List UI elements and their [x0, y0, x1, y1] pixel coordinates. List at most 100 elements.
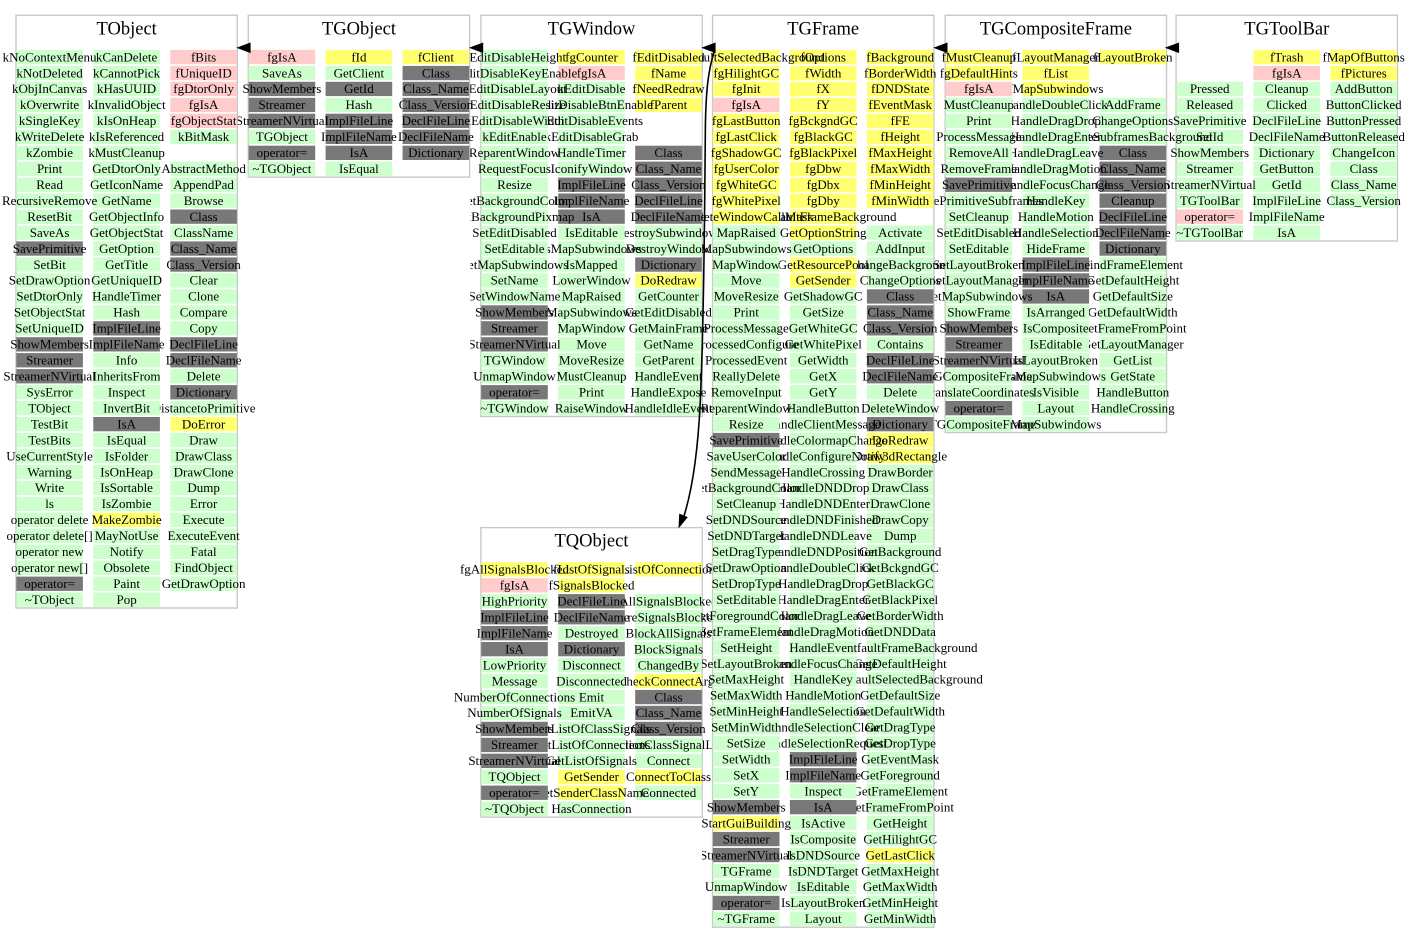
svg-text:ShowMembers: ShowMembers [243, 81, 322, 96]
svg-text:fListOfSignals: fListOfSignals [553, 562, 630, 577]
svg-text:MapSubwindows: MapSubwindows [1010, 416, 1101, 431]
svg-text:Resize: Resize [497, 177, 532, 192]
svg-text:ExecuteEvent: ExecuteEvent [168, 528, 241, 543]
svg-text:SetEditable: SetEditable [716, 592, 776, 607]
svg-text:GetX: GetX [809, 369, 838, 384]
svg-text:Print: Print [966, 113, 992, 128]
svg-text:SetEditable: SetEditable [949, 241, 1009, 256]
svg-text:SetY: SetY [733, 784, 760, 799]
svg-text:GetListOfConnections: GetListOfConnections [533, 737, 651, 752]
svg-text:GetDtorOnly: GetDtorOnly [92, 161, 161, 176]
svg-text:fgHilightGC: fgHilightGC [713, 65, 779, 80]
svg-text:DeclFileName: DeclFileName [1249, 129, 1325, 144]
svg-text:ImplFileName: ImplFileName [554, 193, 630, 208]
svg-text:operator=: operator= [1184, 209, 1235, 224]
svg-text:fEventMask: fEventMask [868, 97, 932, 112]
svg-text:Class_Name: Class_Name [403, 81, 469, 96]
svg-text:Class_Version: Class_Version [631, 721, 706, 736]
svg-text:SavePrimitive: SavePrimitive [1173, 113, 1247, 128]
svg-text:kBitMask: kBitMask [178, 129, 230, 144]
svg-text:GetOptions: GetOptions [793, 241, 853, 256]
svg-text:IsSortable: IsSortable [100, 480, 153, 495]
svg-text:AbstractMethod: AbstractMethod [161, 161, 246, 176]
svg-text:TObject: TObject [28, 400, 71, 415]
svg-text:kNoContextMenu: kNoContextMenu [3, 49, 97, 64]
svg-text:HandleFocusChange: HandleFocusChange [1002, 177, 1111, 192]
svg-text:GetUniqueID: GetUniqueID [91, 273, 162, 288]
svg-text:TGObject: TGObject [322, 19, 397, 39]
svg-text:~TGCompositeFrame: ~TGCompositeFrame [922, 416, 1036, 431]
svg-text:GetLayoutManager: GetLayoutManager [1082, 337, 1184, 352]
svg-text:~TObject: ~TObject [25, 592, 75, 607]
svg-text:Class: Class [190, 209, 218, 224]
svg-text:RemoveInput: RemoveInput [711, 385, 782, 400]
svg-text:fParent: fParent [650, 97, 688, 112]
svg-text:HandleConfigureNotify: HandleConfigureNotify [761, 448, 886, 463]
svg-text:GetMaxWidth: GetMaxWidth [863, 879, 938, 894]
svg-text:SetLayoutBroken: SetLayoutBroken [933, 257, 1025, 272]
svg-text:Class_Name: Class_Name [1100, 161, 1166, 176]
svg-text:ProcessedConfigure: ProcessedConfigure [694, 337, 799, 352]
svg-text:GetDefaultWidth: GetDefaultWidth [855, 704, 945, 719]
svg-text:SavePrimitiveSubframes: SavePrimitiveSubframes [914, 193, 1043, 208]
svg-text:SetDNDSource: SetDNDSource [706, 512, 787, 527]
svg-text:FindFrameElement: FindFrameElement [1083, 257, 1184, 272]
svg-text:Pressed: Pressed [1190, 81, 1230, 96]
svg-text:HandleSelectionClear: HandleSelectionClear [766, 720, 881, 735]
svg-text:kIsReferenced: kIsReferenced [89, 129, 165, 144]
svg-text:MapWindow: MapWindow [712, 257, 781, 272]
svg-text:DestroyWindow: DestroyWindow [626, 241, 712, 256]
svg-text:InvertBit: InvertBit [103, 400, 150, 415]
svg-text:fgDbx: fgDbx [807, 177, 841, 192]
svg-text:operator=: operator= [489, 785, 540, 800]
svg-text:ChangeOptions: ChangeOptions [860, 273, 941, 288]
svg-text:kIsOnHeap: kIsOnHeap [97, 113, 156, 128]
svg-text:HandleDNDFinished: HandleDNDFinished [768, 512, 879, 527]
svg-text:TObject: TObject [97, 19, 158, 39]
svg-text:DeclFileName: DeclFileName [862, 369, 938, 384]
svg-text:TGWindow: TGWindow [548, 19, 636, 39]
svg-text:fPictures: fPictures [1341, 65, 1387, 80]
svg-text:SetBit: SetBit [33, 257, 66, 272]
svg-text:IsDNDSource: IsDNDSource [786, 847, 860, 862]
svg-text:Read: Read [36, 177, 63, 192]
svg-text:GetDragType: GetDragType [865, 720, 936, 735]
svg-text:TestBits: TestBits [28, 432, 70, 447]
svg-text:~TGWindow: ~TGWindow [480, 400, 549, 415]
svg-text:fHeight: fHeight [880, 129, 920, 144]
svg-text:kEditDisableWidth: kEditDisableWidth [465, 113, 565, 128]
svg-text:fgInit: fgInit [732, 81, 761, 96]
svg-text:fX: fX [816, 81, 830, 96]
svg-text:fTrash: fTrash [1270, 49, 1304, 64]
svg-text:kEditDisableResize: kEditDisableResize [463, 97, 566, 112]
svg-text:GetList: GetList [1113, 353, 1152, 368]
svg-text:GetSenderClassName: GetSenderClassName [534, 785, 648, 800]
svg-text:Class_Version: Class_Version [399, 97, 474, 112]
svg-text:TQObject: TQObject [555, 532, 630, 552]
svg-text:NumberOfConnections: NumberOfConnections [454, 689, 575, 704]
svg-text:Streamer: Streamer [723, 831, 771, 846]
svg-text:IsA: IsA [1277, 225, 1296, 240]
svg-text:MoveResize: MoveResize [559, 353, 624, 368]
svg-text:IsA: IsA [505, 641, 524, 656]
svg-text:Class_Name: Class_Name [867, 305, 933, 320]
svg-text:GetSize: GetSize [803, 305, 844, 320]
svg-text:GetEventMask: GetEventMask [861, 752, 939, 767]
svg-text:ShowFrame: ShowFrame [947, 305, 1010, 320]
svg-text:AppendPad: AppendPad [173, 177, 234, 192]
svg-text:Draw3dRectangle: Draw3dRectangle [853, 448, 947, 463]
svg-text:operator delete: operator delete [11, 512, 89, 527]
svg-text:Hash: Hash [346, 97, 373, 112]
svg-text:SetDrawOption: SetDrawOption [705, 560, 787, 575]
svg-text:ShowMembers: ShowMembers [475, 305, 554, 320]
svg-text:ChangeBackground: ChangeBackground [849, 257, 953, 272]
svg-text:fgAllSignalsBlocked: fgAllSignalsBlocked [460, 562, 570, 577]
svg-text:SetSize: SetSize [727, 736, 766, 751]
svg-text:HandleDragMotion: HandleDragMotion [1005, 161, 1107, 176]
svg-text:HandleDragDrop: HandleDragDrop [1011, 113, 1101, 128]
svg-text:Emit: Emit [579, 689, 605, 704]
svg-text:ChangedBy: ChangedBy [638, 657, 700, 672]
svg-text:IsArranged: IsArranged [1027, 305, 1086, 320]
svg-text:ChangeIcon: ChangeIcon [1332, 145, 1395, 160]
svg-text:ChangeOptions: ChangeOptions [1092, 113, 1173, 128]
